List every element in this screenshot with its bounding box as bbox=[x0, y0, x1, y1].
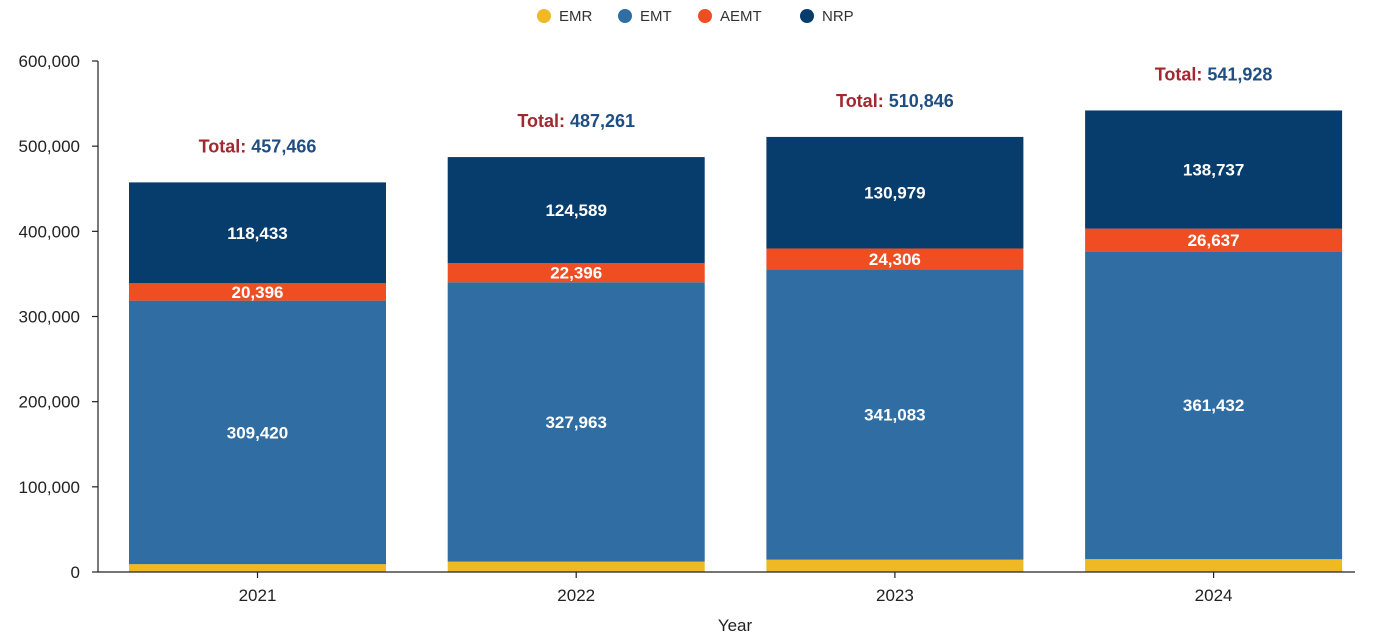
bar-segment-emr bbox=[766, 559, 1024, 572]
legend: EMR EMT AEMT NRP bbox=[537, 8, 854, 25]
y-axis: 0 100,000 200,000 300,000 400,000 500,000 600,… bbox=[19, 52, 99, 582]
y-tick-label: 600,000 bbox=[19, 52, 80, 71]
x-tick-label: 2022 bbox=[557, 586, 595, 605]
bar-segment-nrp bbox=[766, 136, 1024, 249]
total-label: Total: 510,846 bbox=[836, 91, 954, 111]
y-tick-label: 400,000 bbox=[19, 222, 80, 241]
bar-segment-aemt bbox=[447, 263, 705, 283]
x-tick-label: 2024 bbox=[1195, 586, 1233, 605]
bar-segment-emt bbox=[766, 269, 1024, 560]
total-prefix: Total: bbox=[517, 111, 570, 131]
bar-segment-aemt bbox=[129, 283, 386, 301]
bar-segment-nrp bbox=[129, 182, 386, 284]
bar-segment-emt bbox=[1085, 251, 1343, 560]
legend-marker bbox=[698, 9, 712, 23]
legend-item-emt: EMT bbox=[618, 8, 672, 25]
y-tick-label: 200,000 bbox=[19, 393, 80, 412]
data-label-nrp: 138,737 bbox=[1183, 161, 1244, 180]
x-tick-label: 2021 bbox=[239, 586, 277, 605]
bar-segment-nrp bbox=[1085, 110, 1343, 229]
total-value: 541,928 bbox=[1207, 64, 1272, 84]
total-value: 487,261 bbox=[570, 111, 635, 131]
y-tick-label: 0 bbox=[71, 563, 80, 582]
total-prefix: Total: bbox=[836, 91, 889, 111]
legend-label: NRP bbox=[822, 8, 854, 25]
x-axis: 2021 2022 2023 2024 bbox=[98, 571, 1355, 605]
bar-segment-aemt bbox=[766, 248, 1024, 270]
total-prefix: Total: bbox=[1155, 64, 1208, 84]
legend-item-aemt: AEMT bbox=[698, 8, 762, 25]
legend-item-nrp: NRP bbox=[800, 8, 854, 25]
total-label: Total: 457,466 bbox=[199, 136, 317, 156]
data-label-nrp: 118,433 bbox=[227, 224, 288, 243]
legend-label: EMR bbox=[559, 8, 593, 25]
total-value: 457,466 bbox=[251, 136, 316, 156]
data-label-emt: 309,420 bbox=[227, 423, 288, 442]
bar-segment-emt bbox=[447, 282, 705, 562]
total-label: Total: 487,261 bbox=[517, 111, 635, 131]
bar-segment-nrp bbox=[447, 157, 705, 264]
data-label-emt: 341,083 bbox=[864, 405, 925, 424]
data-label-nrp: 130,979 bbox=[864, 184, 925, 203]
x-axis-title: Year bbox=[718, 616, 753, 635]
total-value: 510,846 bbox=[889, 91, 954, 111]
bar-segment-emt bbox=[129, 300, 386, 565]
legend-item-emr: EMR bbox=[537, 8, 593, 25]
total-label: Total: 541,928 bbox=[1155, 64, 1273, 84]
x-tick-label: 2023 bbox=[876, 586, 914, 605]
data-label-aemt: 26,637 bbox=[1188, 231, 1240, 250]
legend-marker bbox=[618, 9, 632, 23]
y-tick-label: 500,000 bbox=[19, 137, 80, 156]
data-label-aemt: 22,396 bbox=[550, 264, 602, 283]
total-prefix: Total: bbox=[199, 136, 252, 156]
data-label-aemt: 20,396 bbox=[232, 283, 284, 302]
data-label-nrp: 124,589 bbox=[545, 201, 606, 220]
legend-marker bbox=[800, 9, 814, 23]
y-tick-label: 300,000 bbox=[19, 308, 80, 327]
data-label-aemt: 24,306 bbox=[869, 250, 921, 269]
data-label-emt: 327,963 bbox=[545, 413, 606, 432]
bar-segment-emr bbox=[1085, 559, 1343, 572]
bar-segment-aemt bbox=[1085, 228, 1343, 252]
bar-segment-emr bbox=[129, 564, 386, 572]
bar-segment-emr bbox=[447, 561, 705, 572]
y-tick-label: 100,000 bbox=[19, 478, 80, 497]
data-label-emt: 361,432 bbox=[1183, 396, 1244, 415]
legend-label: AEMT bbox=[720, 8, 762, 25]
legend-marker bbox=[537, 9, 551, 23]
legend-label: EMT bbox=[640, 8, 672, 25]
